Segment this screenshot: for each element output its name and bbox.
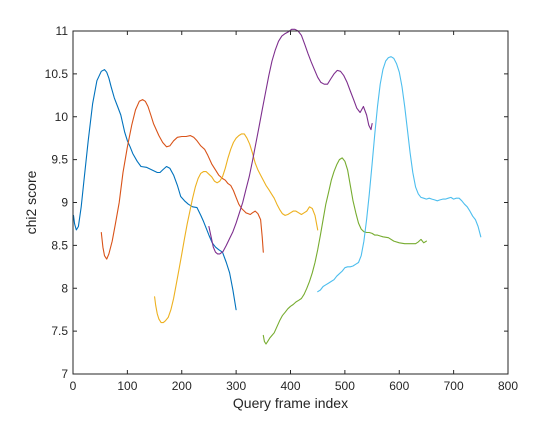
series-line-5 <box>262 157 427 345</box>
series-line-1 <box>72 69 237 311</box>
x-axis-ticks: 0 100 200 300 400 500 600 700 800 <box>70 31 518 393</box>
y-tick-label: 7 <box>61 367 68 381</box>
x-tick-label: 800 <box>498 379 518 393</box>
y-tick-label: 9.5 <box>51 153 68 167</box>
x-tick-label: 0 <box>70 379 77 393</box>
series-line-3 <box>154 133 319 324</box>
series-line-6 <box>317 56 482 293</box>
y-tick-label: 7.5 <box>51 324 68 338</box>
x-tick-label: 200 <box>172 379 192 393</box>
x-tick-label: 500 <box>335 379 355 393</box>
y-tick-label: 9 <box>61 196 68 210</box>
y-tick-label: 8.5 <box>51 238 68 252</box>
y-tick-label: 11 <box>56 24 69 38</box>
y-tick-label: 10.5 <box>45 67 69 81</box>
x-tick-label: 300 <box>226 379 246 393</box>
x-tick-label: 700 <box>444 379 464 393</box>
y-tick-label: 10 <box>55 110 69 124</box>
series-line-2 <box>100 99 264 260</box>
y-axis-label: chi2 score <box>23 170 39 234</box>
x-tick-label: 400 <box>280 379 300 393</box>
x-tick-label: 100 <box>117 379 137 393</box>
y-axis-ticks: 7 7.5 8 8.5 9 9.5 10 10.5 11 <box>45 24 508 381</box>
y-tick-label: 8 <box>61 281 68 295</box>
x-tick-label: 600 <box>389 379 409 393</box>
x-axis-label: Query frame index <box>233 395 348 411</box>
